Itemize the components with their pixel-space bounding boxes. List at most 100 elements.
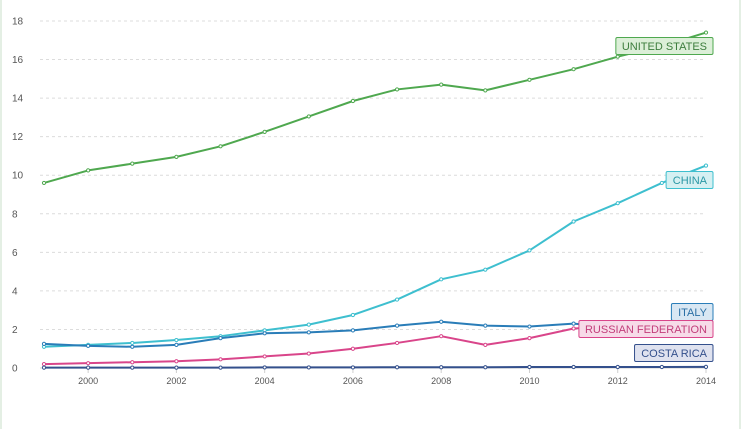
data-point-russian-federation[interactable] — [262, 354, 267, 359]
data-point-italy[interactable] — [306, 330, 311, 335]
data-point-russian-federation[interactable] — [439, 334, 444, 339]
series-label-text: ITALY — [678, 307, 708, 319]
series-label-italy[interactable]: ITALY — [670, 303, 714, 321]
data-point-united-states[interactable] — [306, 114, 311, 119]
series-label-united-states[interactable]: UNITED STATES — [615, 37, 714, 55]
series-label-china[interactable]: CHINA — [665, 171, 714, 189]
data-point-italy[interactable] — [41, 341, 47, 347]
series-label-box — [634, 344, 714, 362]
data-point-china[interactable] — [527, 248, 532, 253]
data-point-italy[interactable] — [262, 331, 267, 336]
series-label-russian-federation[interactable]: RUSSIAN FEDERATION — [578, 320, 714, 338]
data-point-italy[interactable] — [218, 336, 223, 341]
data-point-italy[interactable] — [130, 344, 135, 349]
data-point-united-states[interactable] — [41, 180, 47, 186]
data-point-united-states[interactable] — [527, 77, 532, 82]
data-point-china[interactable] — [571, 219, 576, 224]
data-point-united-states[interactable] — [218, 144, 223, 149]
data-point-italy[interactable] — [350, 328, 356, 333]
data-point-italy[interactable] — [527, 324, 532, 329]
data-point-russian-federation[interactable] — [571, 326, 576, 331]
y-tick-label: 12 — [12, 132, 24, 143]
y-tick-label: 18 — [12, 17, 24, 28]
data-point-united-states[interactable] — [483, 88, 488, 93]
data-point-russian-federation[interactable] — [527, 336, 532, 341]
data-point-costa-rica[interactable] — [350, 365, 356, 370]
data-point-china[interactable] — [439, 277, 444, 282]
data-point-costa-rica[interactable] — [306, 365, 311, 370]
data-point-costa-rica[interactable] — [527, 364, 532, 370]
data-point-china[interactable] — [615, 201, 620, 206]
data-point-united-states[interactable] — [174, 154, 179, 160]
data-point-costa-rica[interactable] — [703, 364, 709, 369]
x-tick-label: 2006 — [343, 376, 363, 386]
data-point-china[interactable] — [350, 312, 356, 318]
y-tick-label: 16 — [12, 55, 24, 66]
data-point-italy[interactable] — [86, 343, 91, 348]
y-tick-label: 0 — [12, 364, 18, 375]
data-point-costa-rica[interactable] — [439, 365, 444, 370]
data-point-russian-federation[interactable] — [41, 362, 47, 367]
data-point-united-states[interactable] — [350, 98, 356, 104]
data-point-china[interactable] — [483, 267, 488, 272]
series-line-united-states[interactable] — [43, 31, 707, 184]
data-point-costa-rica[interactable] — [394, 365, 400, 370]
data-point-italy[interactable] — [483, 323, 488, 328]
data-point-russian-federation[interactable] — [86, 361, 91, 366]
x-tick-label: 2014 — [696, 376, 716, 386]
y-tick-label: 6 — [12, 248, 18, 259]
data-point-china[interactable] — [306, 322, 311, 327]
series-label-box — [615, 37, 714, 55]
grid-layer — [40, 20, 706, 369]
data-point-russian-federation[interactable] — [174, 359, 179, 364]
data-point-united-states[interactable] — [571, 67, 576, 72]
data-point-china[interactable] — [659, 180, 664, 186]
series-label-box — [578, 320, 714, 338]
data-point-china[interactable] — [130, 340, 135, 346]
data-point-united-states[interactable] — [262, 129, 267, 134]
data-point-russian-federation[interactable] — [218, 357, 223, 362]
data-point-costa-rica[interactable] — [615, 364, 620, 370]
data-point-costa-rica[interactable] — [571, 364, 576, 370]
series-label-box — [665, 171, 714, 189]
data-point-costa-rica[interactable] — [218, 365, 223, 370]
series-label-costa-rica[interactable]: COSTA RICA — [634, 344, 714, 362]
data-point-china[interactable] — [174, 337, 179, 343]
series-label-text: COSTA RICA — [641, 348, 707, 360]
data-point-costa-rica[interactable] — [41, 365, 47, 370]
series-line-china[interactable] — [43, 164, 707, 348]
data-point-costa-rica[interactable] — [262, 365, 267, 370]
data-point-costa-rica[interactable] — [659, 364, 664, 370]
x-tick-label: 2012 — [608, 376, 628, 386]
data-point-china[interactable] — [394, 297, 400, 302]
data-point-russian-federation[interactable] — [394, 340, 400, 346]
data-point-united-states[interactable] — [439, 82, 444, 87]
data-point-italy[interactable] — [571, 321, 576, 326]
axis-layer: 0 2 4 6 8 10 12 14 16 18 2000 2002 2004 2006 2008 2010 2… — [12, 17, 716, 387]
data-point-italy[interactable] — [439, 319, 444, 324]
data-point-russian-federation[interactable] — [483, 342, 488, 347]
data-point-costa-rica[interactable] — [174, 365, 179, 370]
data-point-costa-rica[interactable] — [130, 365, 135, 370]
series-label-text: CHINA — [673, 175, 708, 187]
data-point-china[interactable] — [703, 163, 709, 168]
data-point-costa-rica[interactable] — [86, 365, 91, 370]
data-point-united-states[interactable] — [86, 168, 91, 173]
x-tick-label: 2000 — [78, 376, 98, 386]
data-point-united-states[interactable] — [394, 87, 400, 92]
data-point-united-states[interactable] — [130, 161, 135, 166]
data-point-russian-federation[interactable] — [130, 360, 135, 365]
series-label-text: UNITED STATES — [622, 41, 707, 53]
y-tick-label: 4 — [12, 286, 18, 297]
data-point-russian-federation[interactable] — [306, 351, 311, 356]
data-point-united-states[interactable] — [615, 54, 620, 59]
data-point-costa-rica[interactable] — [483, 365, 488, 370]
series-line-costa-rica[interactable] — [44, 365, 707, 369]
y-tick-label: 10 — [12, 171, 24, 182]
data-point-italy[interactable] — [394, 323, 400, 328]
data-point-russian-federation[interactable] — [350, 346, 356, 351]
data-point-italy[interactable] — [174, 342, 179, 347]
data-point-united-states[interactable] — [703, 30, 709, 35]
